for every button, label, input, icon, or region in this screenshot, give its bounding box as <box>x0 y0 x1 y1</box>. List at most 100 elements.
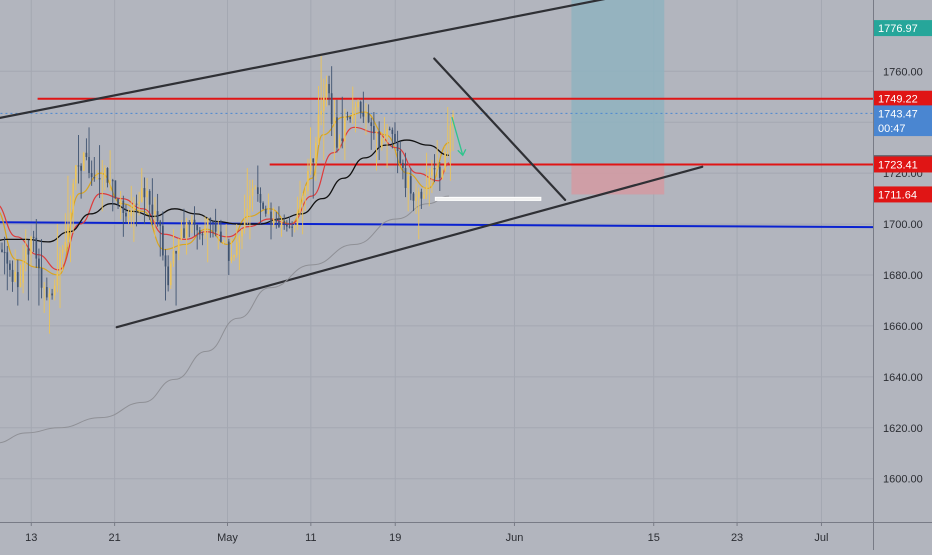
candle-body <box>220 232 222 242</box>
candle-body <box>270 212 272 225</box>
time-tick-label: Jun <box>506 532 524 544</box>
candle-body <box>6 252 8 263</box>
candle-body <box>17 272 19 287</box>
candle-body <box>426 186 428 195</box>
candle-body <box>318 115 320 143</box>
candle-body <box>381 139 383 147</box>
time-tick-label: 11 <box>305 532 316 544</box>
candle-body <box>323 97 325 111</box>
price-tick-label: 1620.00 <box>883 423 923 435</box>
candle-body <box>281 221 283 226</box>
candle-body <box>28 248 30 254</box>
candle-body <box>146 191 148 197</box>
candle-body <box>204 226 206 235</box>
candle-body <box>128 216 130 217</box>
candle-body <box>62 250 64 254</box>
candle-body <box>320 111 322 115</box>
candle-body <box>410 176 412 193</box>
candle-body <box>249 196 251 209</box>
candle-body <box>59 253 61 271</box>
candle-body <box>347 116 349 117</box>
candle-body <box>434 168 436 169</box>
candle-body <box>260 194 262 203</box>
candle-body <box>360 102 362 113</box>
candle-body <box>96 178 98 179</box>
price-label: 00:47 <box>878 123 906 135</box>
candle-body <box>162 226 164 256</box>
candle-body <box>43 287 45 288</box>
candle-body <box>246 209 248 220</box>
price-tick-label: 1600.00 <box>883 474 923 486</box>
range-box <box>435 197 540 200</box>
candle-body <box>357 102 359 107</box>
candle-body <box>310 159 312 171</box>
candle-body <box>239 236 241 242</box>
candle-body <box>188 223 190 224</box>
candle-body <box>144 188 146 197</box>
candle-body <box>151 205 153 215</box>
candle-body <box>191 220 193 224</box>
candle-body <box>186 223 188 238</box>
candle-body <box>38 259 40 269</box>
candle-body <box>141 188 143 202</box>
candle-body <box>397 143 399 151</box>
candle-body <box>307 171 309 191</box>
candle-body <box>302 196 304 200</box>
candle-body <box>138 202 140 204</box>
price-tick-label: 1760.00 <box>883 66 923 78</box>
candle-body <box>173 251 175 264</box>
candle-body <box>99 178 101 179</box>
candle-body <box>41 268 43 288</box>
time-tick-label: 13 <box>25 532 37 544</box>
candle-body <box>46 287 48 297</box>
candle-body <box>180 228 182 239</box>
candle-body <box>368 113 370 122</box>
candle-body <box>355 107 357 111</box>
candle-body <box>407 176 409 188</box>
candle-body <box>210 218 212 221</box>
candle-body <box>265 209 267 214</box>
candle-body <box>415 197 417 200</box>
candle-body <box>304 191 306 196</box>
candle-body <box>130 210 132 216</box>
time-tick-label: Jul <box>814 532 828 544</box>
candle-body <box>25 248 27 261</box>
candle-body <box>183 228 185 238</box>
candle-body <box>223 242 225 243</box>
candle-body <box>107 168 109 183</box>
price-tick-label: 1680.00 <box>883 270 923 282</box>
candle-body <box>421 192 423 199</box>
candle-body <box>431 168 433 176</box>
candle-body <box>178 239 180 253</box>
time-tick-label: 19 <box>389 532 401 544</box>
candle-body <box>405 168 407 188</box>
candle-body <box>104 168 106 179</box>
candle-body <box>418 192 420 198</box>
candle-body <box>331 93 333 124</box>
candle-body <box>217 232 219 233</box>
candle-body <box>20 283 22 287</box>
candle-body <box>91 173 93 177</box>
candle-body <box>133 204 135 211</box>
candle-body <box>86 153 88 157</box>
candle-body <box>207 218 209 226</box>
candle-body <box>291 227 293 228</box>
candle-body <box>1 250 3 253</box>
candle-body <box>78 165 80 166</box>
candle-body <box>122 201 124 213</box>
candle-body <box>262 203 264 209</box>
candle-body <box>450 125 452 151</box>
candle-body <box>349 117 351 119</box>
price-tick-label: 1640.00 <box>883 372 923 384</box>
candle-body <box>241 229 243 236</box>
candle-body <box>72 183 74 212</box>
candle-body <box>120 201 122 205</box>
candle-body <box>14 272 16 282</box>
candle-body <box>394 134 396 143</box>
candle-body <box>35 238 37 259</box>
candle-body <box>389 129 391 130</box>
time-tick-label: 23 <box>731 532 743 544</box>
candle-body <box>333 117 335 124</box>
